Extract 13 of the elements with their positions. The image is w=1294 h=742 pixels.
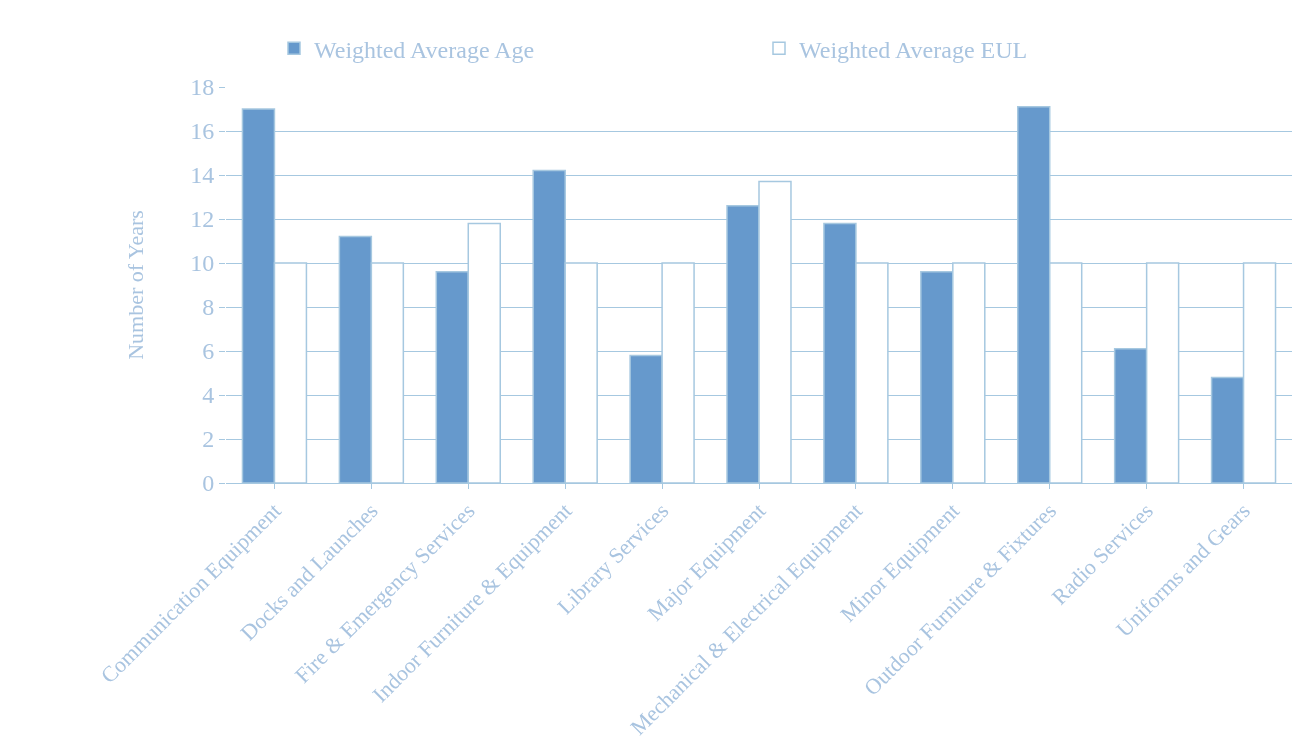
y-axis-title: Number of Years — [123, 210, 148, 360]
y-tick-label: 8 — [202, 294, 215, 321]
y-tick-label: 2 — [202, 426, 215, 453]
y-tick-label: 12 — [190, 206, 215, 233]
y-tick-label: 14 — [190, 162, 215, 189]
y-tick-label: 0 — [202, 470, 215, 497]
legend-label: Weighted Average Age — [314, 36, 535, 63]
y-tick-label: 16 — [190, 118, 215, 145]
y-tick-label: 6 — [202, 338, 215, 365]
legend-label: Weighted Average EUL — [799, 36, 1028, 63]
y-tick-label: 18 — [190, 74, 215, 101]
y-tick-label: 4 — [202, 382, 215, 409]
y-tick-label: 10 — [190, 250, 215, 277]
